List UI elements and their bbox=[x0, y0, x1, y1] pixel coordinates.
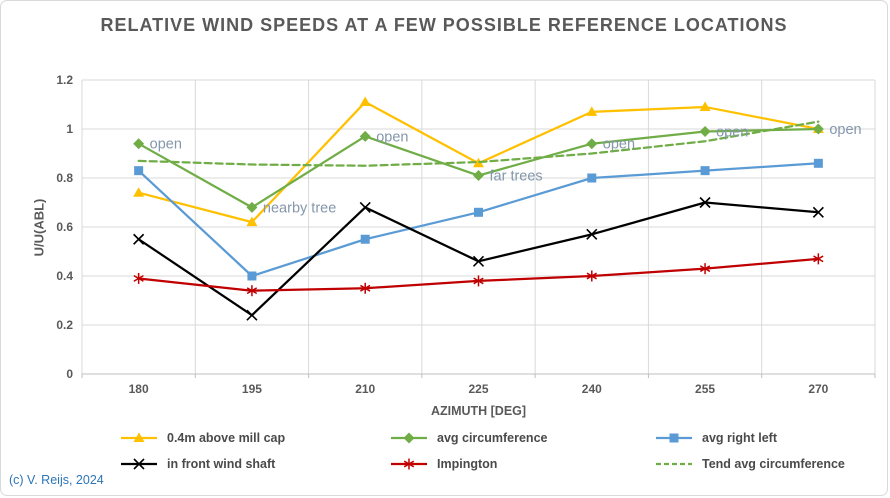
legend-label: in front wind shaft bbox=[167, 457, 276, 471]
x-tick-label: 240 bbox=[582, 382, 602, 396]
legend-marker-icon bbox=[391, 432, 427, 444]
legend-item-impington: Impington bbox=[391, 457, 497, 471]
x-tick-label: 195 bbox=[242, 382, 262, 396]
legend-item-avg-circumference: avg circumference bbox=[391, 431, 547, 445]
point-annotations: open nearby tree open far trees open open open bbox=[150, 122, 862, 216]
annotation-label: nearby tree bbox=[263, 200, 336, 216]
y-tick-label: 0.8 bbox=[56, 171, 73, 185]
legend-marker-icon bbox=[656, 462, 692, 466]
legend-marker-icon bbox=[121, 432, 157, 442]
series-0-4m-above-mill-cap bbox=[133, 96, 824, 227]
series-avg-right-left bbox=[134, 158, 823, 281]
series-avg-circumference bbox=[133, 123, 824, 213]
copyright-text: (c) V. Reijs, 2024 bbox=[9, 473, 104, 487]
legend-item-in-front-wind-shaft: in front wind shaft bbox=[121, 457, 275, 471]
legend-item-tend-avg-circumference: Tend avg circumference bbox=[656, 457, 845, 471]
legend-marker-icon bbox=[121, 458, 157, 470]
x-tick-label: 255 bbox=[695, 382, 715, 396]
x-tick-label: 225 bbox=[468, 382, 488, 396]
y-tick-label: 0.6 bbox=[56, 220, 73, 234]
annotation-label: open bbox=[150, 137, 182, 153]
legend-label: 0.4m above mill cap bbox=[167, 431, 286, 445]
annotation-label: open bbox=[716, 124, 748, 140]
series-in-front-wind-shaft bbox=[133, 196, 824, 321]
y-tick-label: 0.2 bbox=[56, 318, 73, 332]
annotation-label: open bbox=[603, 137, 635, 153]
legend-label: Impington bbox=[437, 457, 498, 471]
y-tick-label: 1 bbox=[66, 122, 73, 136]
legend-label: avg circumference bbox=[437, 431, 548, 445]
annotation-label: far trees bbox=[490, 169, 543, 185]
legend-marker-icon bbox=[391, 458, 427, 470]
legend-marker-icon bbox=[656, 433, 692, 443]
y-axis-title: U/U(ABL) bbox=[31, 198, 47, 257]
annotation-label: open bbox=[829, 122, 861, 138]
chart-title: RELATIVE WIND SPEEDS AT A FEW POSSIBLE R… bbox=[100, 15, 788, 35]
x-tick-label: 180 bbox=[129, 382, 149, 396]
legend-label: Tend avg circumference bbox=[702, 457, 845, 471]
x-tick-label: 270 bbox=[808, 382, 828, 396]
series-impington bbox=[133, 253, 824, 297]
annotation-label: open bbox=[376, 129, 408, 145]
legend-item-0-4m-above-mill-cap: 0.4m above mill cap bbox=[121, 431, 285, 445]
x-tick-label: 210 bbox=[355, 382, 375, 396]
axis-tick-labels: 0 0.2 0.4 0.6 0.8 1 1.2 180 195 210 225 240 255 270 bbox=[56, 73, 828, 396]
legend-item-avg-right-left: avg right left bbox=[656, 431, 777, 445]
y-tick-label: 0 bbox=[66, 367, 73, 381]
x-axis-title: AZIMUTH [DEG] bbox=[430, 404, 527, 418]
series-tend-avg-circumference bbox=[137, 120, 820, 167]
y-tick-label: 1.2 bbox=[56, 73, 73, 87]
y-tick-label: 0.4 bbox=[56, 269, 73, 283]
legend-label: avg right left bbox=[702, 431, 778, 445]
